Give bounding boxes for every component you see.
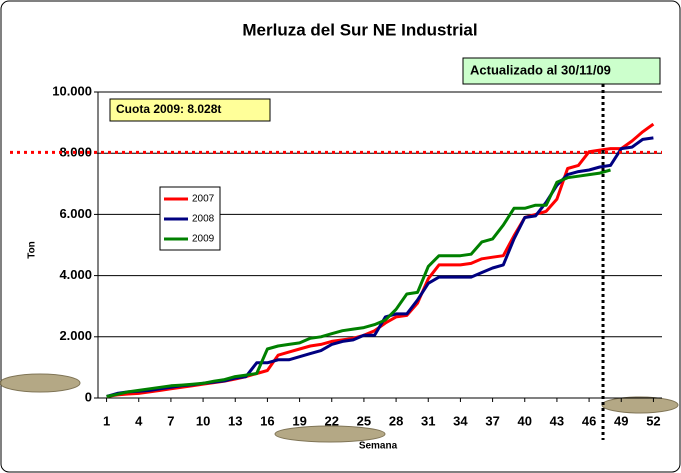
y-tick-label: 10.000 [52, 83, 92, 98]
chart-title: Merluza del Sur NE Industrial [242, 20, 477, 39]
x-tick-label: 49 [614, 413, 628, 428]
y-axis-label: Ton [27, 241, 38, 259]
x-tick-label: 37 [485, 413, 499, 428]
update-label: Actualizado al 30/11/09 [470, 62, 611, 77]
legend-label: 2007 [192, 194, 215, 205]
y-tick-label: 0 [85, 389, 92, 404]
legend: 2007 2008 2009 [159, 186, 221, 251]
x-axis-label: Semana [359, 441, 398, 452]
x-tick-label: 19 [292, 413, 306, 428]
x-tick-label: 43 [550, 413, 564, 428]
x-tick-label: 13 [228, 413, 242, 428]
y-tick-label: 6.000 [59, 206, 92, 221]
fish-decoration [0, 373, 679, 443]
legend-label: 2008 [192, 214, 215, 225]
update-box [462, 57, 661, 85]
x-tick-label: 52 [646, 413, 660, 428]
x-tick-label: 7 [167, 413, 174, 428]
y-tick-label: 2.000 [59, 328, 92, 343]
x-tick-label: 46 [582, 413, 596, 428]
x-tick-label: 1 [103, 413, 110, 428]
x-tick-label: 31 [421, 413, 435, 428]
x-tick-label: 10 [196, 413, 210, 428]
line-series [106, 168, 611, 398]
x-tick-label: 28 [389, 413, 403, 428]
x-tick-label: 16 [260, 413, 274, 428]
x-tick-label: 22 [325, 413, 339, 428]
y-tick-label: 4.000 [59, 267, 92, 282]
x-tick-label: 4 [135, 413, 143, 428]
x-tick-label: 34 [453, 413, 468, 428]
x-tick-label: 40 [518, 413, 532, 428]
quota-box [109, 98, 271, 122]
x-tick-label: 25 [357, 413, 371, 428]
quota-label: Cuota 2009: 8.028t [116, 102, 221, 116]
legend-label: 2009 [192, 234, 215, 245]
